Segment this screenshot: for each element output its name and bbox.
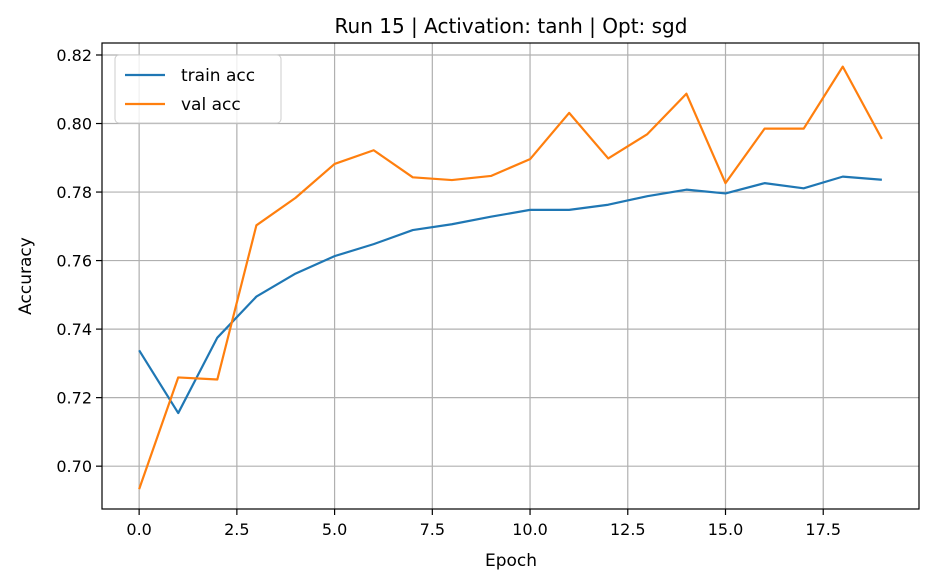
y-axis: 0.70 0.72 0.74 0.76 0.78 0.80 0.82	[56, 46, 102, 476]
x-tick-label: 5.0	[322, 520, 347, 539]
y-tick-label: 0.82	[56, 46, 92, 65]
y-tick-label: 0.74	[56, 320, 92, 339]
series-line-val-acc	[138, 65, 883, 490]
y-tick-label: 0.72	[56, 389, 92, 408]
series-line-train-acc	[138, 175, 882, 415]
x-tick-label: 12.5	[610, 520, 646, 539]
x-tick-label: 17.5	[805, 520, 841, 539]
y-tick-label: 0.70	[56, 457, 92, 476]
plot-frame	[101, 42, 920, 510]
y-axis-title: Accuracy	[16, 237, 36, 315]
x-tick-label: 0.0	[126, 520, 151, 539]
x-tick-label: 2.5	[224, 520, 249, 539]
x-axis-title: Epoch	[485, 551, 537, 571]
legend-label: val acc	[181, 95, 241, 115]
series-layer	[138, 65, 883, 490]
legend: train acc val acc	[114, 54, 282, 124]
y-tick-label: 0.80	[56, 115, 92, 134]
x-axis: 0.0 2.5 5.0 7.5 10.0 12.5 15.0 17.5	[126, 509, 841, 539]
y-tick-label: 0.78	[56, 183, 92, 202]
y-tick-label: 0.76	[56, 252, 92, 271]
grid	[102, 43, 919, 509]
chart-title: Run 15 | Activation: tanh | Opt: sgd	[335, 14, 688, 38]
x-tick-label: 10.0	[512, 520, 548, 539]
x-tick-label: 15.0	[708, 520, 744, 539]
legend-box	[114, 54, 282, 124]
x-tick-label: 7.5	[420, 520, 445, 539]
legend-label: train acc	[181, 66, 255, 86]
